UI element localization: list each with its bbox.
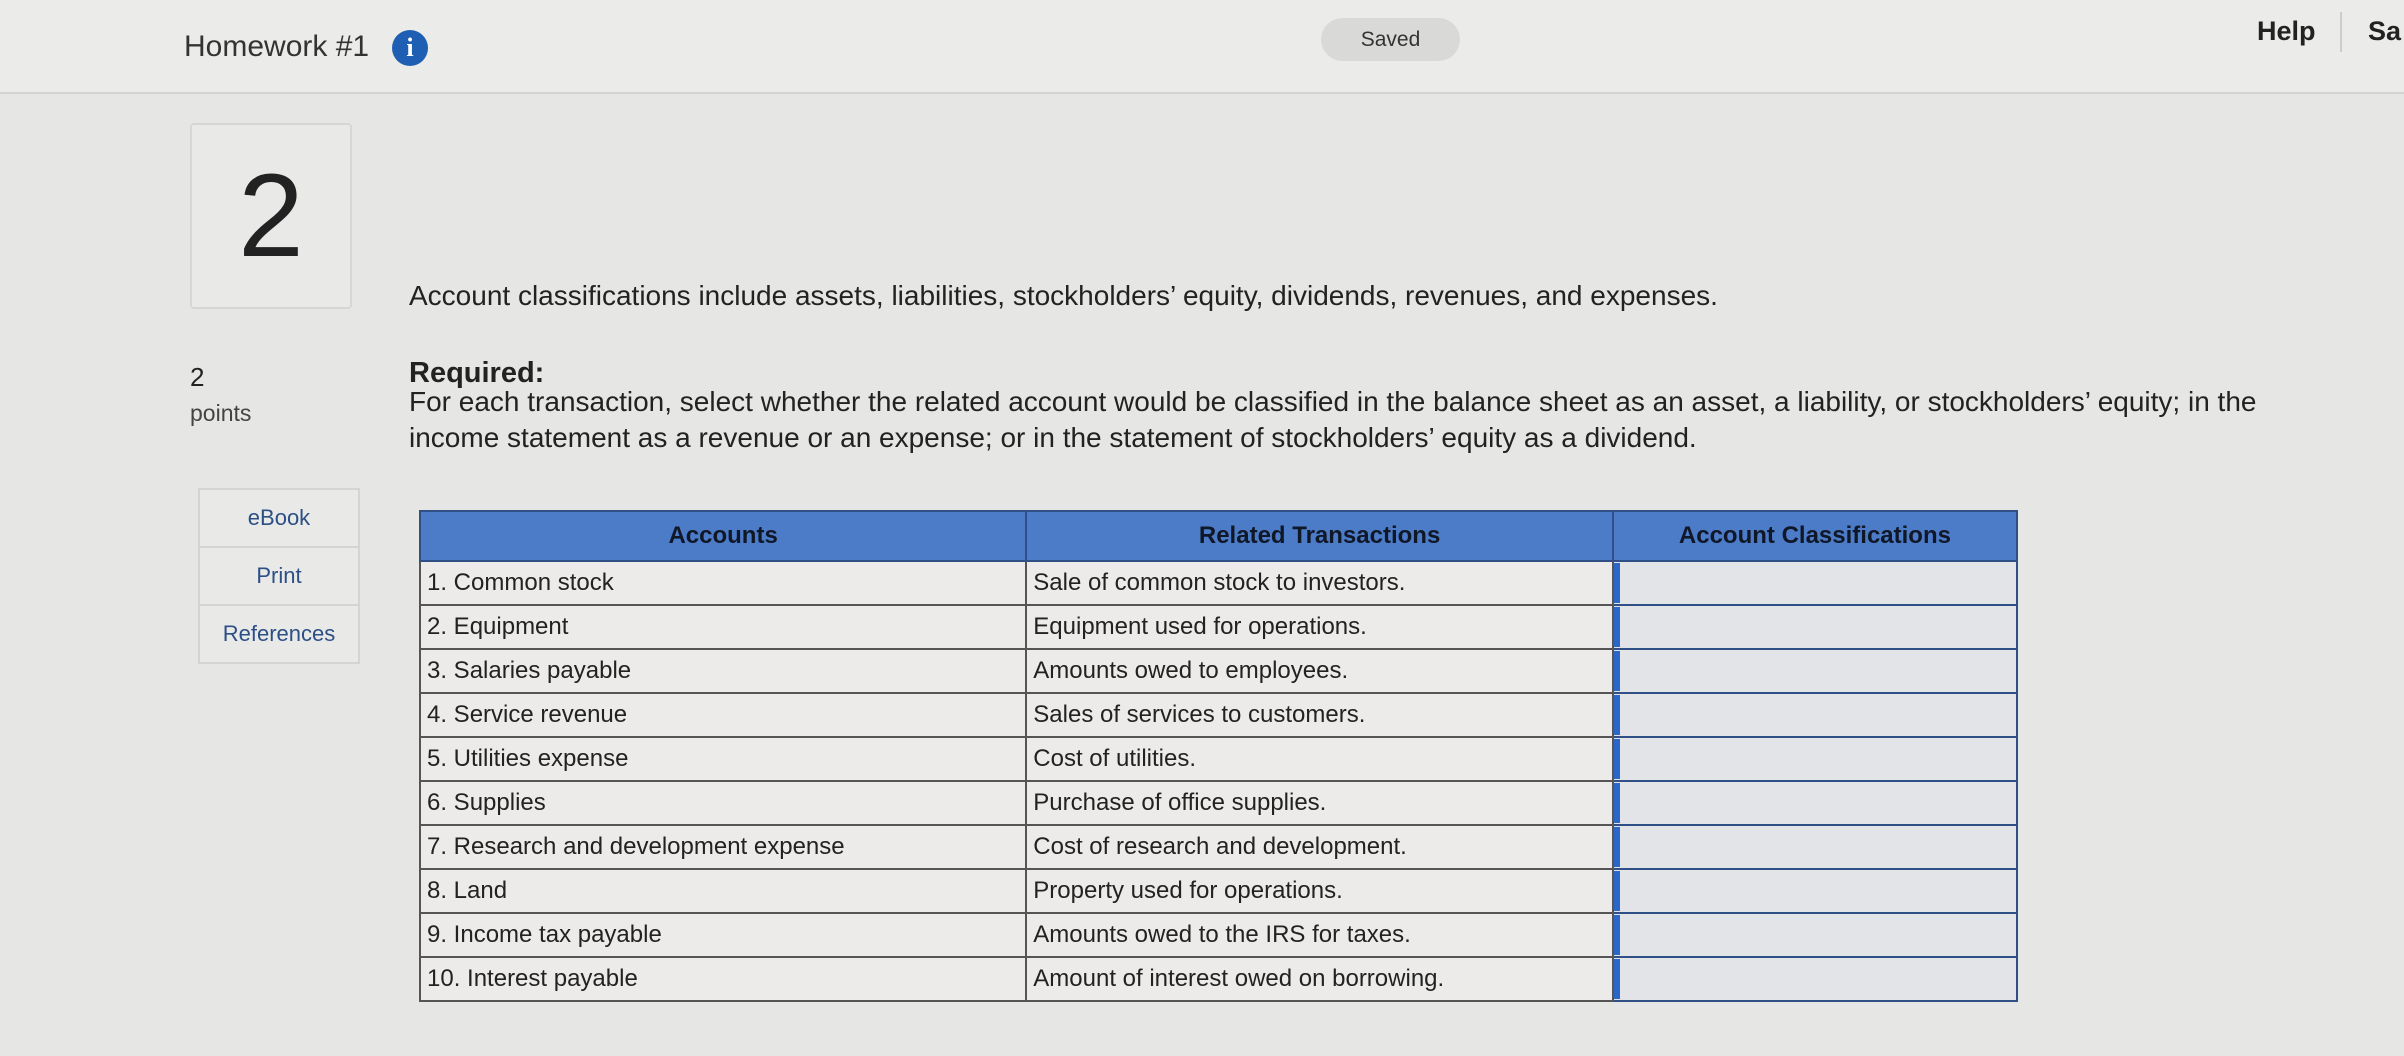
transaction-cell: Cost of research and development. xyxy=(1025,824,1614,870)
transaction-cell: Sales of services to customers. xyxy=(1025,692,1614,738)
classification-dropdown[interactable] xyxy=(1613,607,2016,647)
nav-item[interactable]: eBook xyxy=(200,490,358,548)
account-cell: 8. Land xyxy=(418,868,1028,914)
transaction-cell: Equipment used for operations. xyxy=(1025,604,1614,650)
classification-dropdown[interactable] xyxy=(1613,695,2016,735)
classification-cell xyxy=(1611,736,2019,782)
table-row: 7. Research and development expense Cost … xyxy=(418,824,2019,870)
separator xyxy=(2340,12,2342,52)
account-cell: 2. Equipment xyxy=(418,604,1028,650)
classification-dropdown[interactable] xyxy=(1613,871,2016,911)
table-row: 4. Service revenue Sales of services to c… xyxy=(418,692,2019,738)
transaction-cell: Amounts owed to employees. xyxy=(1025,648,1614,694)
question-number: 2 xyxy=(190,123,352,309)
classification-table: Accounts Related Transactions Account Clas… xyxy=(418,510,2019,1002)
account-cell: 3. Salaries payable xyxy=(418,648,1028,694)
account-cell: 10. Interest payable xyxy=(418,956,1028,1002)
table-row: 8. Land Property used for operations. xyxy=(418,868,2019,914)
points-label: points xyxy=(190,400,252,426)
classification-cell xyxy=(1611,780,2019,826)
classification-cell xyxy=(1611,692,2019,738)
classification-dropdown[interactable] xyxy=(1613,827,2016,867)
classification-dropdown[interactable] xyxy=(1613,563,2016,603)
classification-cell xyxy=(1611,560,2019,606)
account-cell: 5. Utilities expense xyxy=(418,736,1028,782)
classification-cell xyxy=(1611,912,2019,958)
save-link[interactable]: Sa xyxy=(2368,16,2402,46)
points-value: 2 xyxy=(190,362,205,392)
table-row: 3. Salaries payable Amounts owed to emplo… xyxy=(418,648,2019,694)
table-row: 5. Utilities expense Cost of utilities. xyxy=(418,736,2019,782)
table-row: 2. Equipment Equipment used for operation… xyxy=(418,604,2019,650)
transaction-cell: Amount of interest owed on borrowing. xyxy=(1025,956,1614,1002)
nav-item[interactable]: Print xyxy=(200,548,358,606)
instruction-text: For each transaction, select whether the… xyxy=(409,386,2257,453)
classification-dropdown[interactable] xyxy=(1613,915,2016,955)
table-row: 1. Common stock Sale of common stock to i… xyxy=(418,560,2019,606)
assignment-title: Homework #1 xyxy=(184,30,370,63)
table-row: 9. Income tax payable Amounts owed to the… xyxy=(418,912,2019,958)
account-cell: 6. Supplies xyxy=(418,780,1028,826)
required-label: Required: xyxy=(409,357,545,389)
column-header: Accounts xyxy=(418,510,1028,562)
header: Homework #1 i Saved Help Sa xyxy=(0,0,2404,94)
classification-cell xyxy=(1611,604,2019,650)
saved-status: Saved xyxy=(1321,18,1460,61)
transaction-cell: Amounts owed to the IRS for taxes. xyxy=(1025,912,1614,958)
classification-cell xyxy=(1611,956,2019,1002)
table-row: 10. Interest payable Amount of interest o… xyxy=(418,956,2019,1002)
transaction-cell: Cost of utilities. xyxy=(1025,736,1614,782)
help-link[interactable]: Help xyxy=(2257,16,2316,46)
account-cell: 1. Common stock xyxy=(418,560,1028,606)
resource-nav: eBook Print References xyxy=(198,488,360,664)
transaction-cell: Property used for operations. xyxy=(1025,868,1614,914)
table-body: 1. Common stock Sale of common stock to i… xyxy=(418,560,2019,1002)
classification-dropdown[interactable] xyxy=(1613,959,2016,999)
header-row: Accounts Related Transactions Account Clas… xyxy=(418,510,2019,562)
intro-text: Account classifications include assets, … xyxy=(409,280,1718,311)
classification-cell xyxy=(1611,868,2019,914)
transaction-cell: Purchase of office supplies. xyxy=(1025,780,1614,826)
classification-dropdown[interactable] xyxy=(1613,739,2016,779)
column-header: Account Classifications xyxy=(1611,510,2019,562)
classification-cell xyxy=(1611,824,2019,870)
classification-dropdown[interactable] xyxy=(1613,783,2016,823)
transaction-cell: Sale of common stock to investors. xyxy=(1025,560,1614,606)
info-icon[interactable]: i xyxy=(392,30,428,66)
classification-dropdown[interactable] xyxy=(1613,651,2016,691)
account-cell: 4. Service revenue xyxy=(418,692,1028,738)
account-cell: 7. Research and development expense xyxy=(418,824,1028,870)
table-row: 6. Supplies Purchase of office supplies. xyxy=(418,780,2019,826)
nav-item[interactable]: References xyxy=(222,621,336,646)
classification-cell xyxy=(1611,648,2019,694)
column-header: Related Transactions xyxy=(1025,510,1614,562)
account-cell: 9. Income tax payable xyxy=(418,912,1028,958)
